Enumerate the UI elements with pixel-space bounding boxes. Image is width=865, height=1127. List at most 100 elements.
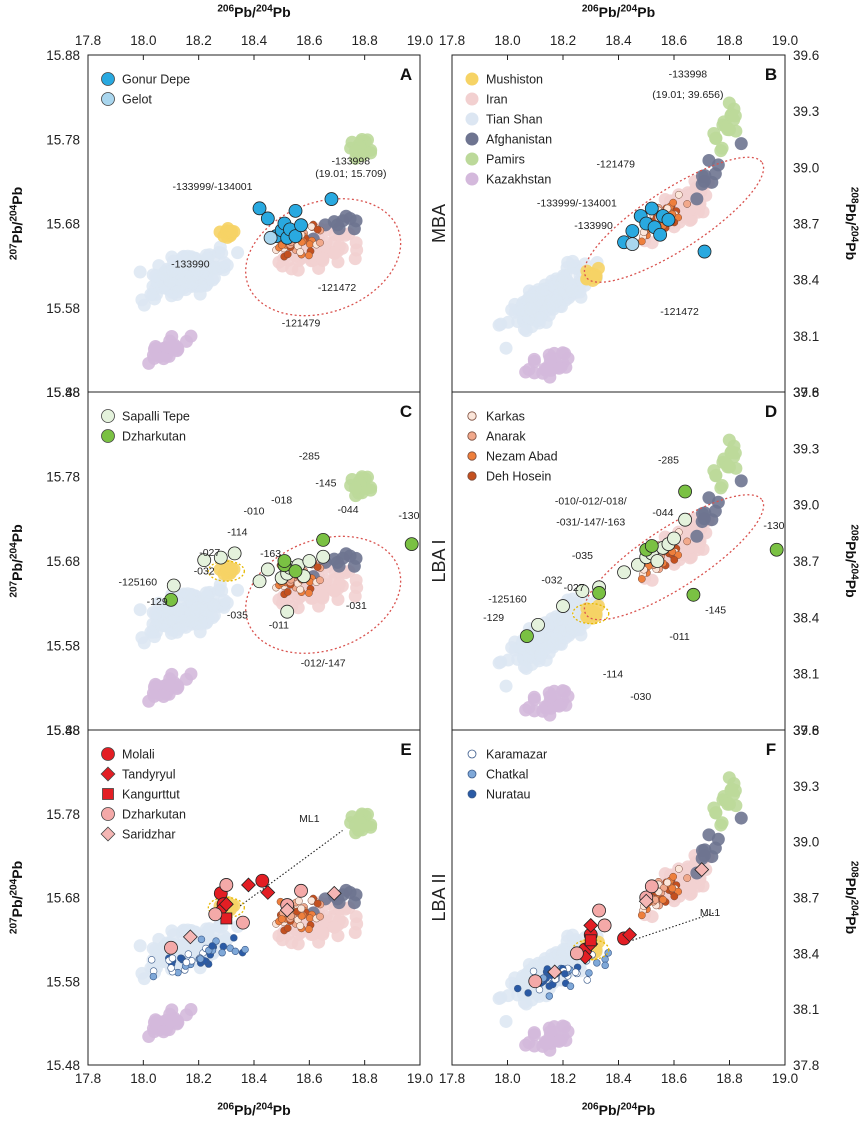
data-point bbox=[404, 537, 419, 551]
y-right-tick: 38.1 bbox=[793, 1002, 819, 1017]
panel-letter: A bbox=[400, 65, 412, 84]
x-tick-top: 18.2 bbox=[550, 33, 576, 48]
mushiston-ellipse bbox=[207, 896, 245, 919]
tian-shan-point bbox=[172, 285, 186, 299]
y-right-tick: 37.8 bbox=[793, 1058, 819, 1073]
kazakhstan-point bbox=[149, 339, 163, 353]
iran-point bbox=[285, 936, 299, 950]
panel-A: -133998(19.01; 15.709) -133999/-134001 -13… bbox=[87, 54, 421, 393]
data-point bbox=[294, 883, 308, 898]
field-ellipse bbox=[583, 494, 765, 621]
period-label: LBA I bbox=[429, 539, 449, 582]
tian-shan-point bbox=[217, 256, 231, 270]
data-point bbox=[326, 885, 342, 901]
data-point bbox=[220, 912, 233, 925]
data-point bbox=[260, 562, 275, 577]
svg-text:206Pb/204Pb: 206Pb/204Pb bbox=[582, 4, 655, 20]
afghanistan-point bbox=[734, 137, 748, 151]
kazakhstan-point bbox=[157, 1025, 171, 1039]
legend-marker bbox=[101, 409, 115, 423]
x-tick-bottom: 19.0 bbox=[407, 1071, 433, 1086]
annotation-label: -114 bbox=[227, 527, 247, 539]
anarak-point bbox=[316, 576, 324, 585]
deh-hosein-point bbox=[283, 250, 292, 259]
legend-label: Dzharkutan bbox=[122, 808, 186, 822]
data-point bbox=[622, 927, 638, 943]
data-point bbox=[644, 879, 659, 894]
y-left-tick: 15.58 bbox=[46, 974, 80, 989]
period-label: LBA II bbox=[429, 873, 449, 921]
afghanistan-point bbox=[349, 214, 363, 228]
plot-area bbox=[492, 771, 748, 1057]
tian-shan-point bbox=[133, 265, 147, 279]
chatkal-point bbox=[218, 949, 226, 957]
data-point bbox=[280, 604, 295, 619]
tian-shan-point bbox=[566, 592, 580, 606]
kazakhstan-point bbox=[522, 1036, 536, 1050]
pamirs-point bbox=[348, 818, 362, 832]
data-point bbox=[166, 578, 181, 593]
y-right-tick: 39.6 bbox=[793, 385, 819, 400]
x-tick-bottom: 18.2 bbox=[186, 1071, 212, 1086]
nezam-point bbox=[637, 911, 646, 920]
legend-marker bbox=[101, 92, 115, 106]
annotation-label: -032 bbox=[541, 575, 562, 587]
nezam-point bbox=[305, 925, 313, 934]
annotation-label: -133999/-134001 bbox=[537, 198, 617, 210]
kazakhstan-point bbox=[552, 699, 566, 713]
data-point bbox=[208, 907, 223, 922]
legend-label: Kazakhstan bbox=[486, 173, 551, 187]
svg-text:208Pb/204Pb: 208Pb/204Pb bbox=[843, 187, 859, 260]
plot-area bbox=[133, 807, 378, 1044]
legend-label: Nezam Abad bbox=[486, 450, 558, 464]
x-tick-top: 18.8 bbox=[352, 33, 378, 48]
nezam-point bbox=[668, 884, 677, 893]
chatkal-point bbox=[197, 935, 206, 944]
y-right-axis-label: 208Pb/204Pb bbox=[843, 524, 859, 597]
kazakhstan-point bbox=[157, 690, 171, 704]
data-point bbox=[667, 531, 681, 546]
tian-shan-point bbox=[494, 317, 508, 331]
legend-label: Molali bbox=[122, 748, 155, 762]
mushiston-point bbox=[586, 270, 600, 284]
data-point bbox=[236, 915, 250, 930]
nuratau-point bbox=[208, 942, 216, 950]
data-point bbox=[316, 532, 331, 547]
y-right-tick: 38.1 bbox=[793, 329, 819, 344]
data-point bbox=[650, 554, 665, 568]
tian-shan-point bbox=[534, 648, 548, 662]
iran-point bbox=[327, 584, 341, 598]
data-point bbox=[769, 542, 784, 557]
chatkal-point bbox=[149, 972, 158, 981]
annotation-label: -125160 bbox=[488, 593, 527, 605]
annotation-label: (19.01; 39.656) bbox=[652, 89, 723, 101]
legend-marker bbox=[100, 826, 116, 842]
tian-shan-point bbox=[207, 609, 221, 623]
data-point bbox=[575, 584, 590, 598]
tian-shan-point bbox=[566, 928, 580, 942]
data-point bbox=[302, 554, 317, 568]
y-left-tick: 15.68 bbox=[46, 554, 80, 569]
tian-shan-point bbox=[517, 322, 531, 336]
legend-label: Anarak bbox=[486, 430, 526, 444]
mushiston-ellipse bbox=[572, 602, 610, 625]
iran-point bbox=[645, 573, 659, 587]
x-axis-label-bottom: 206Pb/204Pb bbox=[582, 1102, 655, 1118]
annotation-label: -011 bbox=[269, 620, 289, 632]
annotation-label: -130 bbox=[398, 510, 419, 522]
pamirs-point bbox=[709, 806, 723, 820]
tian-shan-point bbox=[231, 246, 245, 260]
mushiston-ellipse bbox=[207, 560, 245, 582]
y-left-tick: 15.78 bbox=[46, 807, 80, 822]
tian-shan-point bbox=[557, 945, 571, 959]
annotation-label: -133999/-134001 bbox=[173, 181, 253, 193]
legend-label: Saridzhar bbox=[122, 828, 176, 842]
afghanistan-point bbox=[734, 811, 748, 825]
nezam-point bbox=[306, 914, 314, 923]
tian-shan-point bbox=[133, 603, 147, 617]
kazakhstan-point bbox=[552, 1034, 566, 1048]
annotation-label: (19.01; 15.709) bbox=[315, 168, 386, 180]
legend-marker bbox=[467, 431, 477, 441]
kazakhstan-point bbox=[543, 352, 557, 366]
data-point bbox=[617, 565, 631, 580]
